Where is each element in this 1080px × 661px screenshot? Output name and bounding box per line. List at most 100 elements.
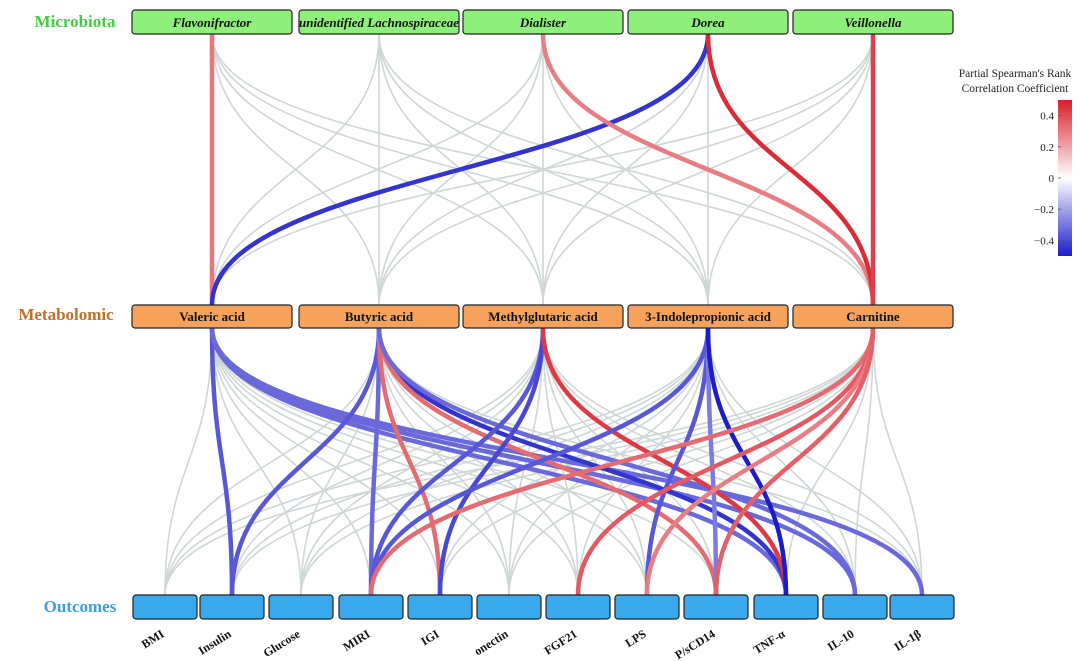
edge-3-indolepropionic-acid-lbp-scd14: [705, 325, 719, 598]
outcome-label: BMI: [139, 626, 167, 651]
nonsignificant-edge: [378, 33, 874, 306]
metabolite-label: Carnitine: [846, 309, 900, 324]
edge-methylglutaric-acid-igi: [437, 325, 546, 598]
nonsignificant-edge: [164, 327, 874, 596]
nonsignificant-edge: [300, 327, 380, 596]
edge-dorea-valeric-acid: [209, 31, 711, 308]
nonsignificant-edge: [211, 33, 874, 306]
edge-3-indolepropionic-acid-lps: [644, 325, 711, 598]
nonsignificant-edge: [211, 33, 380, 306]
nonsignificant-edge: [164, 327, 213, 596]
outcome-label: IGI: [418, 627, 442, 649]
edge-dorea-carnitine: [705, 31, 876, 308]
nonsignificant-edge: [211, 327, 648, 596]
color-legend: Partial Spearman's Rank Correlation Coef…: [959, 68, 1072, 256]
outcomes-row-label: Outcomes: [44, 597, 117, 616]
legend-tick-label: 0: [1049, 173, 1055, 185]
nonsignificant-edge: [542, 327, 856, 596]
nonsignificant-edge: [508, 327, 874, 596]
edge-carnitine-lps: [644, 325, 876, 598]
metabolite-nodes: Valeric acid Butyric acid Methylglutaric a…: [131, 304, 954, 329]
metabolite-node-3-indolepropionic-acid: 3-Indolepropionic acid: [627, 304, 789, 329]
significant-edges: [209, 31, 925, 598]
nonsignificant-edge: [378, 327, 579, 596]
edge-carnitine-lbp-scd14: [713, 325, 876, 598]
nonsignificant-edge: [231, 327, 709, 596]
edge-carnitine-miri: [368, 325, 876, 598]
nonsignificant-edge: [508, 327, 709, 596]
metabolomic-row-label: Metabolomic: [18, 305, 114, 324]
legend-tick-label: −0.2: [1034, 204, 1054, 216]
outcome-label: FGF21: [542, 627, 580, 658]
nonsignificant-edge: [542, 327, 648, 596]
outcome-label: TNF-α: [751, 627, 788, 657]
edge-dialister-carnitine: [540, 31, 876, 308]
legend-tick-label: 0.4: [1040, 111, 1054, 123]
microbiota-nodes: Flavonifractor unidentified Lachnospirace…: [131, 9, 954, 35]
nonsignificant-edge: [211, 327, 579, 596]
legend-colorbar: [1058, 100, 1072, 256]
edge-methylglutaric-acid-tnf-alpha: [540, 325, 789, 598]
microbiota-label: Veillonella: [844, 15, 902, 30]
nonsignificant-edge: [439, 327, 874, 596]
nonsignificant-edge: [577, 327, 709, 596]
legend-tick-label: −0.4: [1034, 235, 1054, 247]
edge-butyric-acid-lbp-scd14: [376, 325, 719, 598]
microbiota-row-label: Microbiota: [35, 12, 116, 31]
outcome-node-lbp-scd14: P/sCD14: [672, 594, 749, 661]
outcome-nodes: BMI Insulin Glucose MIRI IGI onectin FGF21 LPS P…: [132, 594, 955, 661]
nonsignificant-edge: [211, 327, 717, 596]
nonsignificant-edge: [378, 327, 923, 596]
nonsignificant-edge: [300, 327, 544, 596]
edge-butyric-acid-insulin: [229, 325, 382, 598]
outcome-label: Glucose: [261, 626, 303, 660]
microbiota-node-dorea: Dorea: [627, 9, 789, 35]
outcome-label: IL-10: [825, 627, 857, 654]
nonsignificant-edge: [164, 327, 709, 596]
microbiota-label: unidentified Lachnospiraceae: [299, 15, 459, 30]
metabolite-label: Butyric acid: [345, 309, 414, 324]
legend-title-line1: Partial Spearman's Rank: [959, 68, 1072, 80]
outcome-node-adiponectin: onectin: [472, 594, 542, 658]
nonsignificant-edge: [211, 327, 441, 596]
outcome-node-lps: LPS: [614, 594, 680, 651]
nonsignificant-edge: [164, 327, 544, 596]
metabolite-label: 3-Indolepropionic acid: [645, 309, 772, 324]
microbiota-node-unidentified-lachnospiraceae: unidentified Lachnospiraceae: [298, 9, 460, 35]
outcome-label: LPS: [623, 627, 649, 651]
microbiota-node-veillonella: Veillonella: [792, 9, 954, 35]
outcome-label: P/sCD14: [672, 627, 717, 661]
nonsignificant-edge: [854, 327, 874, 596]
edge-carnitine-fgf21: [575, 325, 876, 598]
nonsignificant-edge: [785, 327, 874, 596]
outcome-node-fgf21: FGF21: [542, 594, 611, 658]
outcome-node-insulin: Insulin: [196, 594, 265, 658]
nonsignificant-edge: [707, 327, 856, 596]
edge-butyric-acid-igi: [376, 325, 443, 598]
nonsignificant-edge: [378, 327, 510, 596]
nonsignificant-edge: [872, 327, 923, 596]
microbiota-node-dialister: Dialister: [462, 9, 624, 35]
edge-methylglutaric-acid-miri: [368, 325, 546, 598]
nonsignificant-edge: [378, 327, 648, 596]
outcome-node-igi: IGI: [407, 594, 473, 649]
edge-butyric-acid-miri: [368, 325, 382, 598]
nonsignificant-edge: [211, 327, 302, 596]
edge-valeric-acid-insulin: [209, 325, 235, 598]
edge-3-indolepropionic-acid-miri: [368, 325, 711, 598]
outcome-node-glucose: Glucose: [261, 594, 334, 660]
nonsignificant-edge: [211, 327, 372, 596]
nonsignificant-edge: [231, 327, 544, 596]
metabolite-node-carnitine: Carnitine: [792, 304, 954, 329]
outcome-node-il-10: IL-10: [822, 594, 888, 654]
nonsignificant-edge: [707, 327, 923, 596]
edge-valeric-acid-il-1beta: [209, 325, 925, 598]
outcome-node-bmi: BMI: [132, 594, 198, 651]
nonsignificant-edge: [211, 327, 510, 596]
metabolite-node-butyric-acid: Butyric acid: [298, 304, 460, 329]
outcome-label: MIRI: [340, 627, 373, 655]
nonsignificant-edge: [542, 327, 923, 596]
nonsignificant-edge: [164, 327, 380, 596]
metabolite-node-methylglutaric-acid: Methylglutaric acid: [462, 304, 624, 329]
